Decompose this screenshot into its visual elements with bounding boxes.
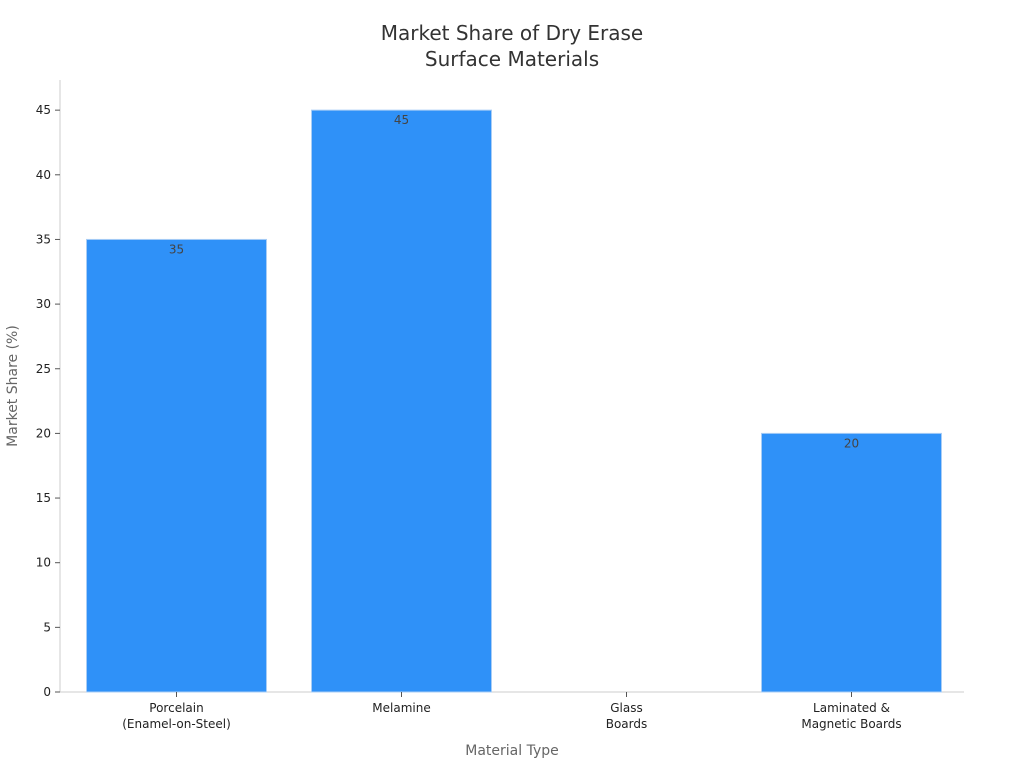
y-axis-label: Market Share (%): [5, 325, 21, 447]
x-tick-label: Porcelain: [149, 701, 203, 715]
y-tick-label: 10: [36, 556, 51, 570]
x-tick-label: Magnetic Boards: [801, 717, 901, 731]
bar: [761, 432, 942, 693]
bar: [86, 238, 267, 693]
x-axis-ticks: Porcelain (Enamel-on-Steel) Melamine Glass B…: [122, 692, 902, 731]
y-tick-label: 15: [36, 491, 51, 505]
y-axis-ticks: 0 5 10 15 20 25 30 35 40 45: [36, 103, 60, 699]
x-tick-label: Boards: [606, 717, 648, 731]
y-tick-label: 45: [36, 103, 51, 117]
x-tick-label: Glass: [610, 701, 643, 715]
y-tick-label: 30: [36, 297, 51, 311]
chart-title-line-1: Market Share of Dry Erase: [381, 21, 643, 45]
bars-group: 35 45 20: [86, 109, 942, 693]
y-tick-label: 5: [43, 620, 51, 634]
x-tick-label: Laminated &: [813, 701, 890, 715]
chart-title-line-2: Surface Materials: [425, 47, 599, 71]
bar-value-label: 20: [844, 436, 859, 450]
x-tick-label: Melamine: [372, 701, 430, 715]
x-axis-label: Material Type: [465, 743, 558, 759]
y-tick-label: 35: [36, 232, 51, 246]
bar-value-label: 45: [394, 113, 409, 127]
y-tick-label: 40: [36, 168, 51, 182]
bar-value-label: 35: [169, 242, 184, 256]
bar: [311, 109, 492, 693]
y-tick-label: 25: [36, 362, 51, 376]
x-tick-label: (Enamel-on-Steel): [122, 717, 231, 731]
y-tick-label: 0: [43, 685, 51, 699]
y-tick-label: 20: [36, 426, 51, 440]
